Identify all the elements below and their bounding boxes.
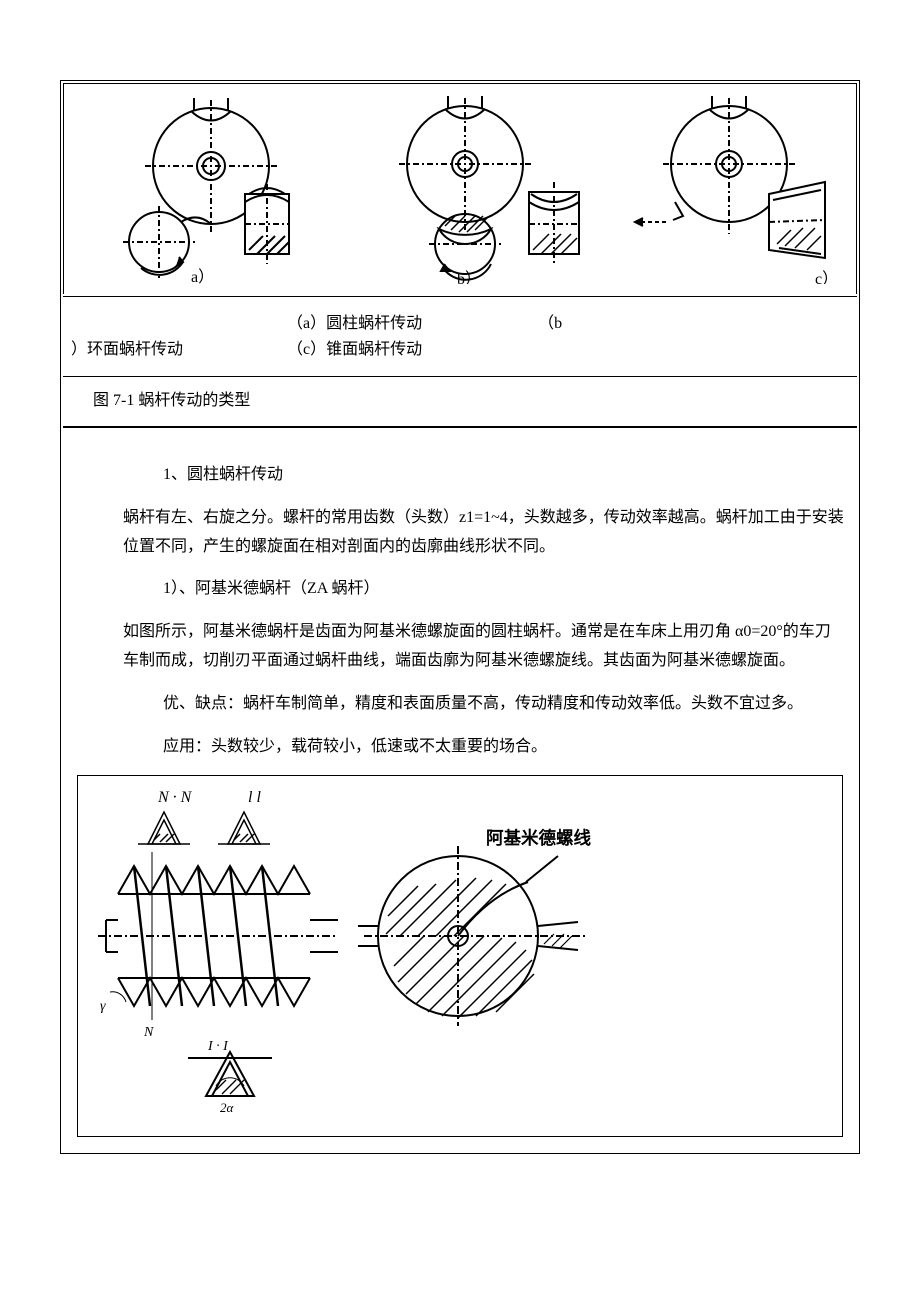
diagram-a: a） (91, 94, 291, 284)
section-1-para-1: 蜗杆有左、右旋之分。螺杆的常用齿数（头数）z1=1~4，头数越多，传动效率越高。… (75, 504, 845, 562)
svg-text:γ: γ (100, 999, 106, 1014)
figure-1-number: 图 7-1 蜗杆传动的类型 (63, 376, 857, 427)
svg-text:2α: 2α (220, 1100, 235, 1115)
section-1-para-3: 优、缺点：蜗杆车制简单，精度和表面质量不高，传动精度和传动效率低。头数不宜过多。 (75, 690, 845, 719)
figure-1-captions: （a）圆柱蜗杆传动 （b ）环面蜗杆传动 （c）锥面蜗杆传动 (61, 297, 859, 376)
worm-side-view: N γ (98, 852, 338, 1040)
figure-2-diagram: N · N l l (88, 786, 648, 1126)
section-1-subheading: 1）、阿基米德蜗杆（ZA 蜗杆） (75, 575, 845, 604)
label-ll: l l (248, 789, 261, 806)
label-NN: N · N (157, 789, 193, 806)
diagram-c: c） (629, 94, 829, 284)
figure-1-number-text: 图 7-1 蜗杆传动的类型 (93, 392, 250, 409)
figure-2-box: N · N l l (77, 775, 843, 1137)
diagram-b-label: b） (457, 270, 481, 284)
diagram-c-label: c） (815, 270, 829, 284)
figure-1-box: a） (63, 83, 857, 294)
diagram-b: b） (335, 94, 585, 284)
worm-end-view (358, 846, 588, 1026)
section-1-para-4: 应用：头数较少，载荷较小，低速或不太重要的场合。 (75, 733, 845, 762)
page-container: a） (60, 80, 860, 1154)
svg-text:N: N (143, 1025, 154, 1040)
section-I-I: I · I 2α (188, 1039, 272, 1115)
svg-text:I · I: I · I (207, 1039, 229, 1054)
caption-line-2: ）环面蜗杆传动 （c）锥面蜗杆传动 (71, 337, 849, 363)
diagram-a-label: a） (191, 268, 214, 284)
top-tooth-profiles (138, 812, 270, 844)
caption-line-1: （a）圆柱蜗杆传动 （b (71, 311, 849, 337)
section-1-para-2: 如图所示，阿基米德蜗杆是齿面为阿基米德螺旋面的圆柱蜗杆。通常是在车床上用刃角 α… (75, 618, 845, 676)
section-1-heading: 1、圆柱蜗杆传动 (75, 461, 845, 490)
figure-1-diagrams: a） (64, 84, 856, 294)
text-content: 1、圆柱蜗杆传动 蜗杆有左、右旋之分。螺杆的常用齿数（头数）z1=1~4，头数越… (61, 445, 859, 1153)
spacer-row (63, 427, 857, 445)
annotation-text: 阿基米德螺线 (486, 828, 591, 848)
